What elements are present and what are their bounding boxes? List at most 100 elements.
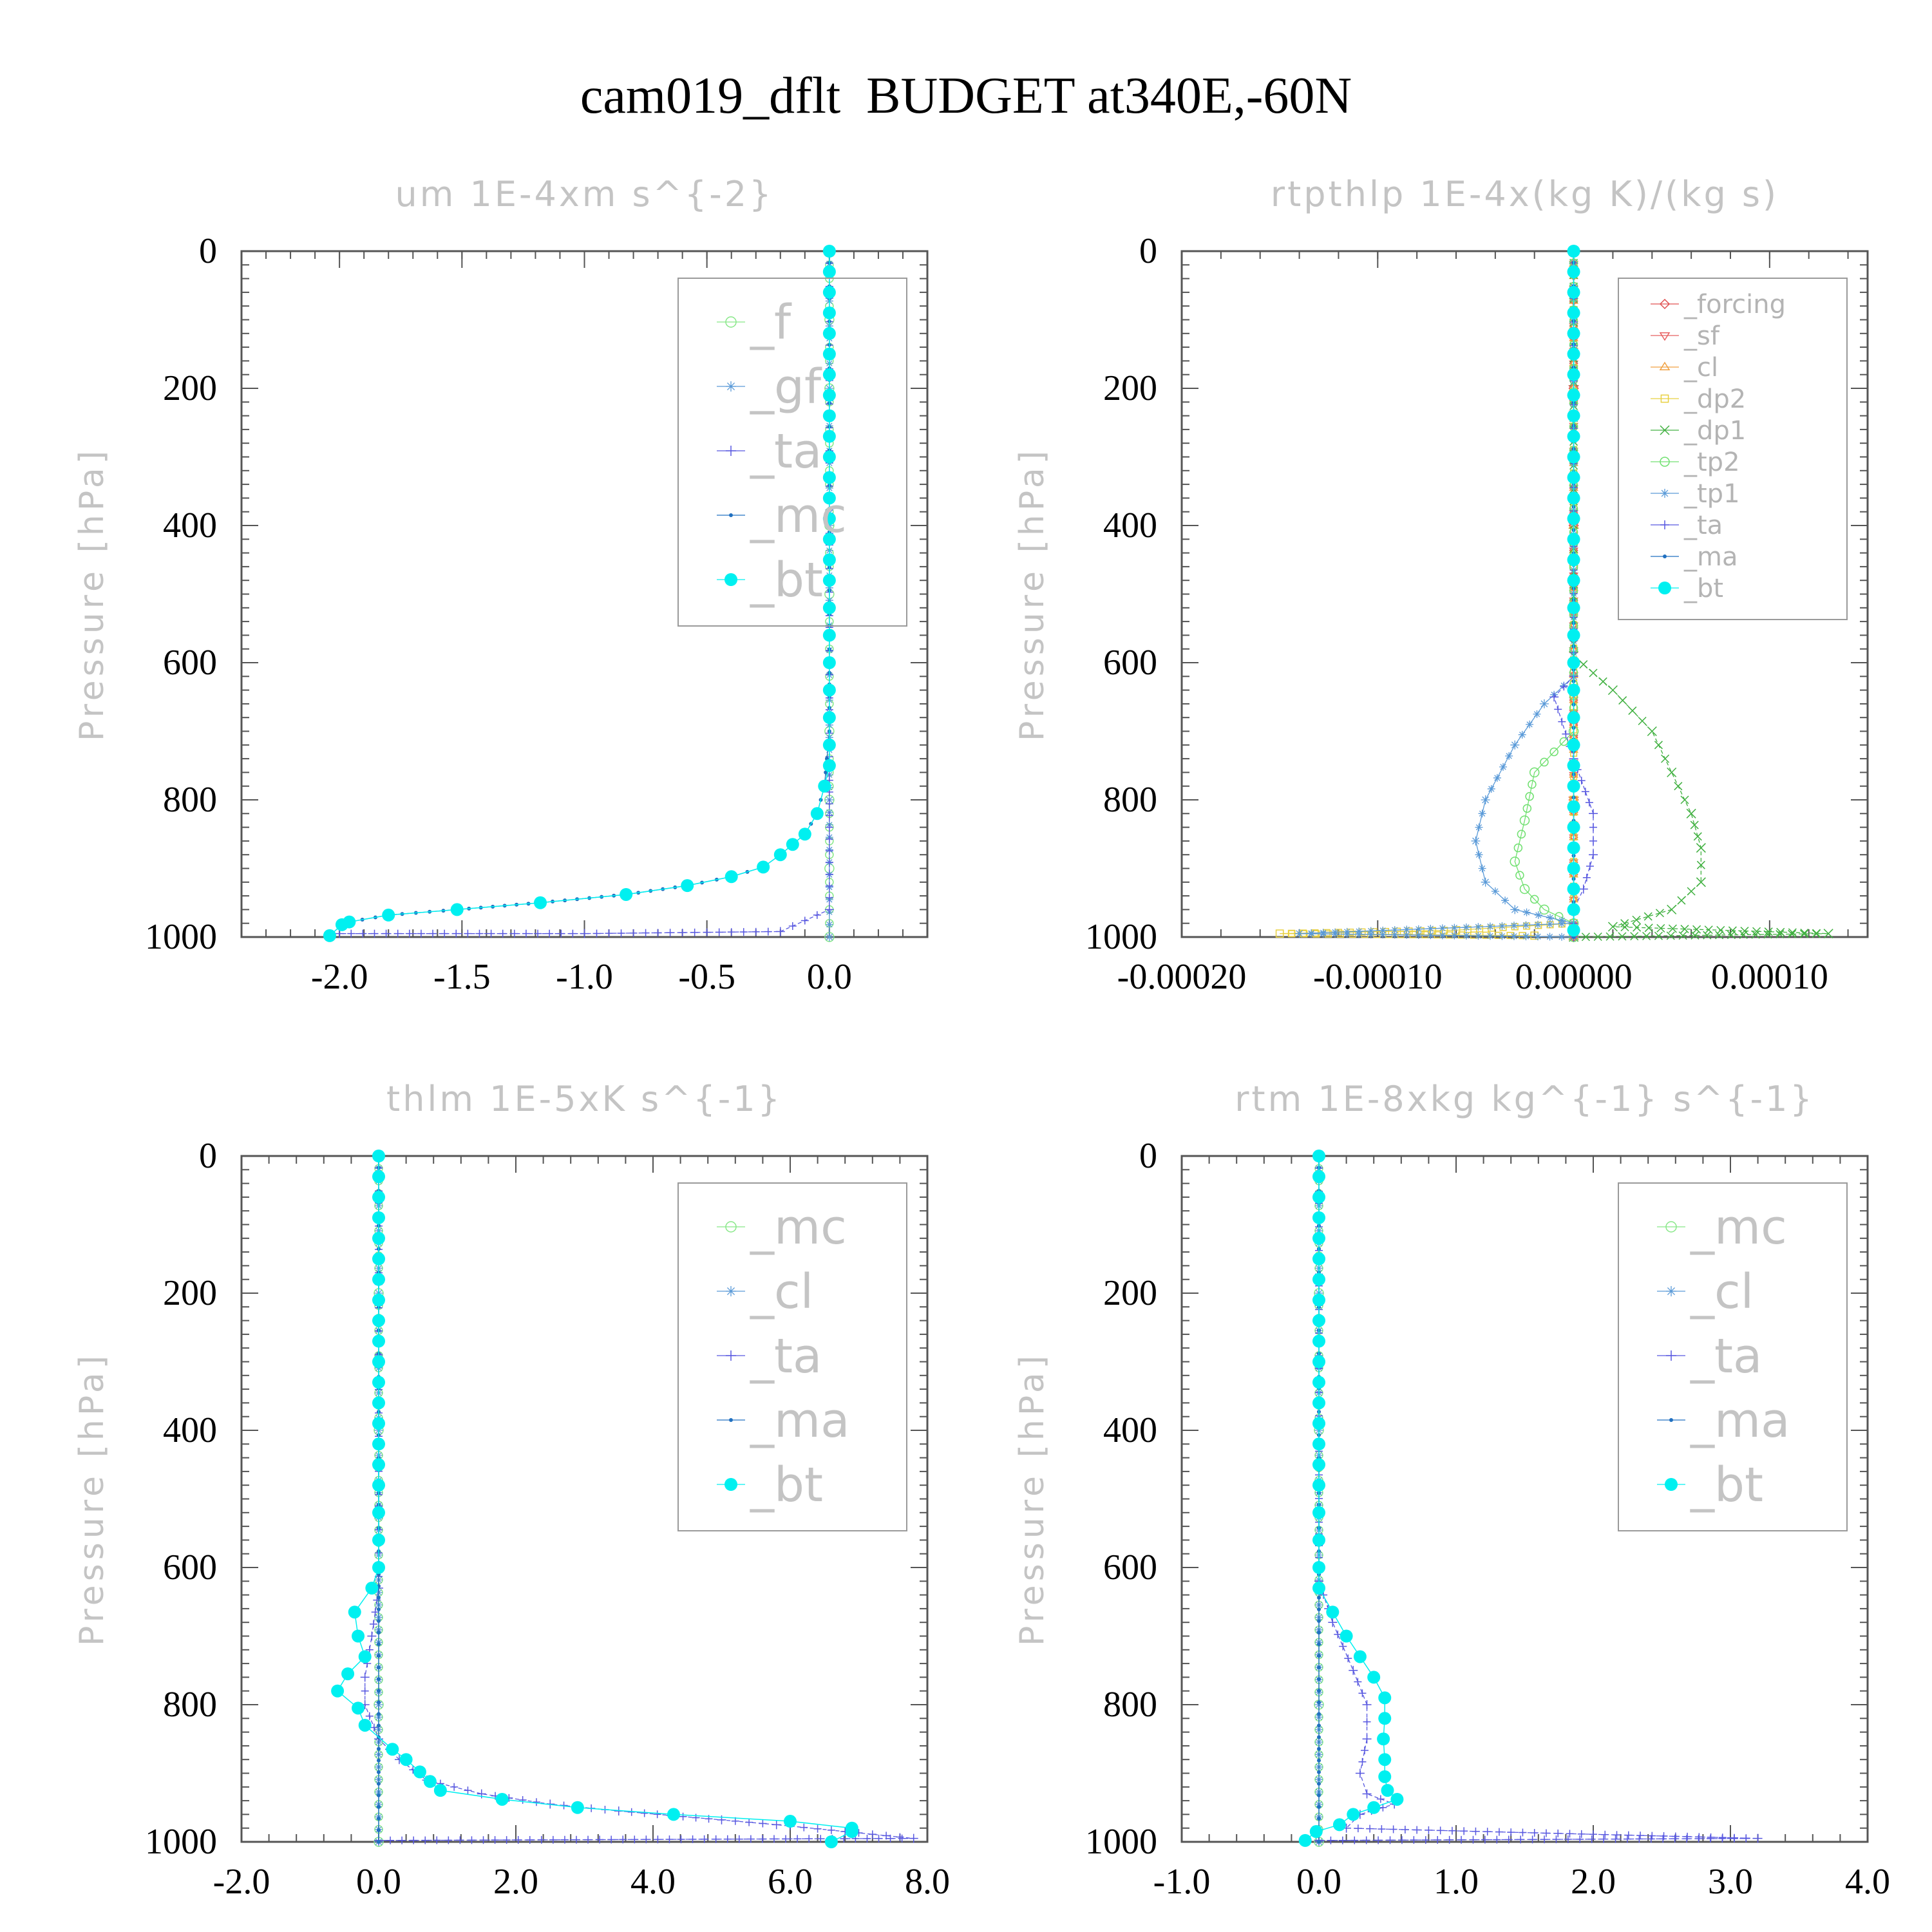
data-point <box>772 1820 781 1830</box>
data-point <box>825 835 833 843</box>
data-point <box>475 929 484 938</box>
data-point <box>386 1743 399 1756</box>
data-point <box>629 929 638 937</box>
data-point <box>1764 927 1773 936</box>
data-point <box>1317 1642 1321 1647</box>
series-ta <box>1314 1151 1763 1845</box>
data-point <box>358 1718 372 1732</box>
y-tick-label: 200 <box>163 368 217 408</box>
data-point <box>1578 884 1588 894</box>
data-point <box>822 409 836 422</box>
data-point <box>1654 931 1663 940</box>
data-point <box>1618 696 1627 705</box>
data-point <box>377 1781 381 1786</box>
data-point <box>1642 931 1651 941</box>
data-point <box>813 911 821 919</box>
data-point <box>377 1642 381 1647</box>
y-tick-label: 0 <box>199 231 217 271</box>
data-point <box>491 1836 499 1844</box>
data-point <box>1647 726 1657 737</box>
data-point <box>1378 1753 1392 1766</box>
data-point <box>372 1190 385 1204</box>
legend-marker <box>1665 1478 1678 1491</box>
data-point <box>1446 931 1454 939</box>
legend-label: _bt <box>1690 1457 1763 1513</box>
data-point <box>569 929 577 938</box>
y-tick-label: 0 <box>199 1136 217 1176</box>
data-point <box>813 1824 822 1833</box>
data-point <box>1510 740 1520 750</box>
data-point <box>1405 927 1413 935</box>
data-point <box>1515 871 1524 880</box>
x-tick-label: 4.0 <box>630 1862 676 1902</box>
legend-label: _mc <box>750 488 847 544</box>
data-point <box>1367 1801 1381 1814</box>
data-point <box>495 1792 509 1806</box>
data-point <box>739 928 748 936</box>
y-tick-label: 400 <box>1103 506 1157 545</box>
data-point <box>770 1835 778 1843</box>
y-tick-label: 1000 <box>1085 917 1157 957</box>
data-point <box>642 1835 650 1844</box>
data-point <box>1576 1835 1584 1843</box>
data-point <box>1471 836 1481 846</box>
data-point <box>1317 1631 1321 1635</box>
data-point <box>1742 1834 1750 1842</box>
data-point <box>1504 1835 1513 1844</box>
data-point <box>365 1712 374 1720</box>
data-point <box>1519 884 1530 895</box>
data-point <box>1692 925 1701 934</box>
data-point <box>1633 923 1642 932</box>
data-point <box>1539 904 1549 915</box>
data-point <box>1495 1828 1503 1836</box>
data-point <box>1623 1835 1631 1843</box>
data-point <box>1366 1824 1374 1833</box>
data-point <box>549 1835 557 1844</box>
y-tick-label: 800 <box>163 1685 217 1725</box>
data-point <box>818 779 831 793</box>
data-point <box>1567 368 1580 381</box>
data-point <box>372 1533 385 1547</box>
data-point <box>1706 1835 1714 1843</box>
data-point <box>1312 1252 1325 1265</box>
data-point <box>372 1561 385 1574</box>
plot-frame <box>240 1155 929 1843</box>
data-point <box>352 1701 365 1715</box>
data-point <box>1567 409 1580 422</box>
data-point <box>377 1816 381 1821</box>
data-point <box>365 1581 379 1595</box>
data-point <box>1694 1835 1703 1843</box>
legend: _mc _cl _ta _ma _bt <box>1618 1182 1848 1531</box>
legend-label: _mc <box>1690 1200 1787 1255</box>
data-point <box>1312 1231 1325 1245</box>
data-point <box>700 1835 708 1843</box>
data-point <box>1450 923 1459 932</box>
data-point <box>641 929 650 937</box>
legend: _mc _cl _ta _ma _bt <box>677 1182 907 1531</box>
data-point <box>377 1793 381 1797</box>
data-point <box>1421 1836 1430 1844</box>
data-point <box>1317 1595 1321 1600</box>
series-bt <box>1298 1150 1404 1847</box>
data-point <box>1410 1836 1418 1844</box>
y-tick-label: 400 <box>163 1410 217 1450</box>
data-point <box>1317 1619 1321 1624</box>
data-point <box>1312 1211 1325 1224</box>
data-point <box>429 929 437 938</box>
data-point <box>620 887 633 901</box>
data-point <box>1589 823 1597 831</box>
data-point <box>1558 933 1566 941</box>
data-point <box>1413 1826 1421 1834</box>
data-point <box>1567 553 1580 567</box>
data-point <box>746 1835 755 1843</box>
data-point <box>433 1784 447 1797</box>
data-point <box>1567 347 1580 361</box>
data-point <box>824 770 828 775</box>
data-point <box>405 929 413 938</box>
data-point <box>1309 1825 1323 1839</box>
data-point <box>1579 660 1588 669</box>
data-point <box>370 1723 378 1732</box>
data-point <box>479 1836 488 1844</box>
data-point <box>377 1840 381 1844</box>
data-point <box>1390 1792 1404 1806</box>
